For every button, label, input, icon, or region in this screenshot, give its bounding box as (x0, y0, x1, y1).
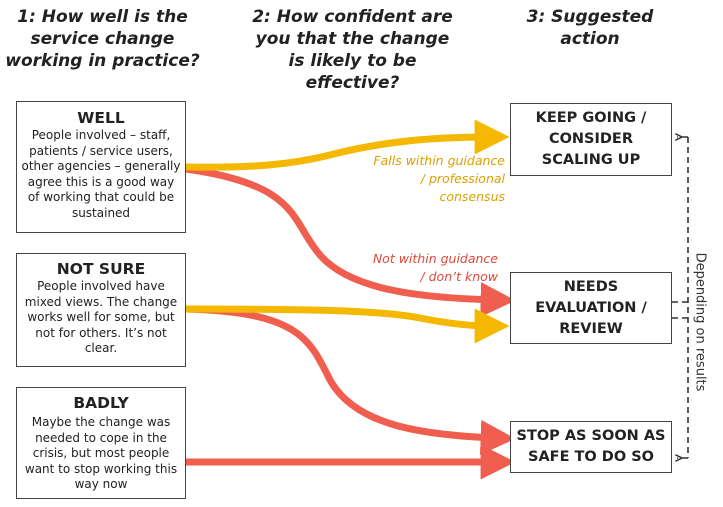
depending-on-results-label: Depending on results (692, 252, 708, 392)
arrow-well-to-review (185, 165, 516, 318)
action-label-stop: STOP AS SOON AS SAFE TO DO SO (516, 428, 666, 465)
arrow-well-to-keep-going (185, 119, 510, 171)
situation-box-not-sure: NOT SURE People involved have mixed view… (16, 253, 186, 367)
column-header-how-well: 1: How well is the service change workin… (5, 7, 200, 71)
action-box-stop: STOP AS SOON AS SAFE TO DO SO (510, 421, 672, 473)
action-box-keep-going: KEEP GOING / CONSIDER SCALING UP (510, 103, 672, 176)
action-box-needs-evaluation: NEEDS EVALUATION / REVIEW (510, 272, 672, 344)
arrow-notsure-to-stop (185, 305, 516, 455)
situation-desc-badly: Maybe the change was needed to cope in t… (24, 415, 178, 491)
situation-title-not-sure: NOT SURE (56, 260, 146, 278)
situation-box-badly: BADLY Maybe the change was needed to cop… (16, 387, 186, 499)
label-not-within-guidance: Not within guidance / don’t know (372, 251, 498, 284)
situation-title-badly: BADLY (73, 394, 129, 412)
column-header-confidence: 2: How confident are you that the change… (252, 7, 453, 93)
situation-box-well: WELL People involved – staff, patients /… (16, 101, 186, 233)
arrow-notsure-to-review (185, 305, 510, 344)
situation-title-well: WELL (77, 109, 125, 127)
situation-desc-well: People involved – staff, patients / serv… (21, 128, 181, 220)
situation-desc-not-sure: People involved have mixed views. The ch… (24, 279, 178, 355)
action-label-needs-evaluation: NEEDS EVALUATION / REVIEW (535, 278, 647, 337)
label-within-guidance: Falls within guidance / professional con… (373, 153, 505, 204)
column-header-suggested-action: 3: Suggested action (526, 7, 654, 49)
action-label-keep-going: KEEP GOING / CONSIDER SCALING UP (535, 110, 647, 168)
dashed-feedback-connector (672, 137, 689, 458)
